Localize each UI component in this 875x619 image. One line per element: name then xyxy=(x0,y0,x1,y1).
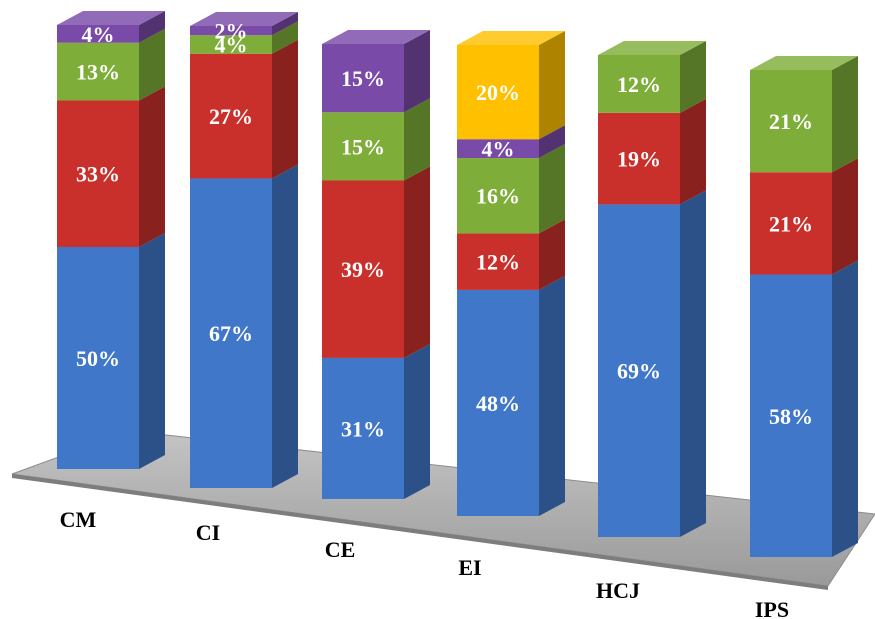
category-label-cm: CM xyxy=(60,507,97,532)
bar-side-cm-s2 xyxy=(139,28,165,101)
bar-segment-hcj-s2 xyxy=(598,55,680,113)
bar-side-ce-s3 xyxy=(404,30,430,113)
bar-top-hcj xyxy=(598,41,706,55)
bar-segment-ei-s1 xyxy=(457,233,539,290)
data-label-ei-s1: 12% xyxy=(476,250,520,275)
bar-segment-ci-s3 xyxy=(190,26,272,36)
bar-stack-hcj xyxy=(598,41,706,538)
bar-side-cm-s3 xyxy=(139,11,165,43)
bar-stack-ips xyxy=(750,56,858,557)
bar-segment-ei-s2 xyxy=(457,158,539,234)
bar-side-ei-s0 xyxy=(539,275,565,516)
data-label-ci-s0: 67% xyxy=(209,321,253,346)
bar-side-ce-s1 xyxy=(404,166,430,358)
bar-segment-hcj-s1 xyxy=(598,112,680,205)
data-label-ei-s3: 4% xyxy=(482,137,515,162)
bar-stack-cm xyxy=(57,11,165,469)
bar-side-ci-s0 xyxy=(272,164,298,488)
bar-side-ips-s1 xyxy=(832,158,858,275)
data-label-hcj-s2: 12% xyxy=(617,72,661,97)
bar-stack-ei xyxy=(457,31,565,516)
chart-floor-edge xyxy=(12,474,828,590)
bar-side-hcj-s2 xyxy=(680,41,706,113)
bar-segment-cm-s1 xyxy=(57,100,139,247)
data-label-ce-s0: 31% xyxy=(341,416,385,441)
category-label-ei: EI xyxy=(458,555,481,580)
bar-side-cm-s0 xyxy=(139,233,165,469)
data-label-cm-s2: 13% xyxy=(76,60,120,85)
data-label-ips-s1: 21% xyxy=(769,211,813,236)
category-label-ci: CI xyxy=(196,520,220,545)
bar-top-cm xyxy=(57,11,165,25)
data-label-hcj-s1: 19% xyxy=(617,147,661,172)
bar-side-ce-s0 xyxy=(404,343,430,499)
data-label-ce-s1: 39% xyxy=(341,257,385,282)
bar-segment-ci-s1 xyxy=(190,53,272,179)
data-label-ci-s1: 27% xyxy=(209,104,253,129)
bar-segment-cm-s2 xyxy=(57,42,139,101)
bar-segment-ci-s2 xyxy=(190,35,272,54)
data-label-ci-s3: 2% xyxy=(215,19,248,44)
data-label-cm-s3: 4% xyxy=(82,22,115,47)
bar-stack-ce xyxy=(322,30,430,499)
bar-top-ci xyxy=(190,12,298,26)
bar-side-ci-s3 xyxy=(272,12,298,36)
category-label-hcj: HCJ xyxy=(596,578,640,603)
bar-segment-ce-s2 xyxy=(322,112,404,181)
data-label-ce-s2: 15% xyxy=(341,134,385,159)
bar-side-hcj-s1 xyxy=(680,98,706,205)
bar-segment-ce-s3 xyxy=(322,44,404,113)
bar-side-ei-s2 xyxy=(539,144,565,234)
bar-segment-hcj-s0 xyxy=(598,204,680,538)
bar-side-ci-s1 xyxy=(272,39,298,179)
bar-side-ei-s3 xyxy=(539,125,565,159)
bar-segment-ips-s1 xyxy=(750,172,832,275)
data-label-cm-s0: 50% xyxy=(76,346,120,371)
bar-side-ce-s2 xyxy=(404,98,430,181)
bar-segment-ce-s1 xyxy=(322,180,404,358)
bar-top-ce xyxy=(322,30,430,44)
bar-side-cm-s1 xyxy=(139,86,165,247)
bar-segment-ips-s2 xyxy=(750,70,832,173)
bar-side-ei-s4 xyxy=(539,31,565,140)
bar-segment-ei-s4 xyxy=(457,45,539,140)
bar-side-ei-s1 xyxy=(539,219,565,290)
bar-segment-ce-s0 xyxy=(322,357,404,499)
data-label-cm-s1: 33% xyxy=(76,162,120,187)
bar-side-hcj-s0 xyxy=(680,190,706,538)
bar-side-ips-s0 xyxy=(832,260,858,557)
bar-side-ips-s2 xyxy=(832,56,858,173)
bar-segment-ci-s0 xyxy=(190,178,272,488)
bar-segment-cm-s3 xyxy=(57,25,139,43)
bar-top-ei xyxy=(457,31,565,45)
bar-segment-cm-s0 xyxy=(57,247,139,469)
data-label-ei-s0: 48% xyxy=(476,391,520,416)
data-label-ips-s0: 58% xyxy=(769,404,813,429)
data-label-ips-s2: 21% xyxy=(769,109,813,134)
bar-segment-ips-s0 xyxy=(750,274,832,557)
bar-segment-ei-s0 xyxy=(457,289,539,516)
data-label-ei-s4: 20% xyxy=(476,80,520,105)
category-label-ips: IPS xyxy=(755,597,789,619)
data-label-ei-s2: 16% xyxy=(476,184,520,209)
bar-top-ips xyxy=(750,56,858,70)
bar-stack-ci xyxy=(190,12,298,488)
category-label-ce: CE xyxy=(325,537,356,562)
bar-side-ci-s2 xyxy=(272,21,298,54)
data-label-ci-s2: 4% xyxy=(215,32,248,57)
bar-segment-ei-s3 xyxy=(457,139,539,159)
data-label-hcj-s0: 69% xyxy=(617,359,661,384)
data-label-ce-s3: 15% xyxy=(341,66,385,91)
